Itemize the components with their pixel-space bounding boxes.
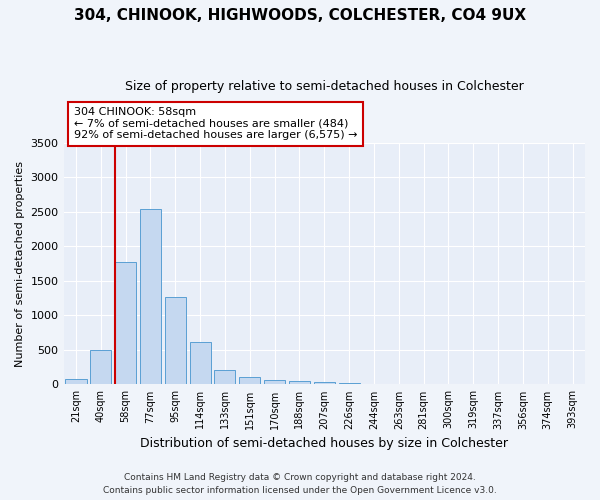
Text: 304 CHINOOK: 58sqm
← 7% of semi-detached houses are smaller (484)
92% of semi-de: 304 CHINOOK: 58sqm ← 7% of semi-detached… xyxy=(74,107,358,140)
Title: Size of property relative to semi-detached houses in Colchester: Size of property relative to semi-detach… xyxy=(125,80,524,93)
Bar xyxy=(115,262,136,384)
Bar xyxy=(289,380,310,384)
Y-axis label: Number of semi-detached properties: Number of semi-detached properties xyxy=(15,160,25,366)
X-axis label: Distribution of semi-detached houses by size in Colchester: Distribution of semi-detached houses by … xyxy=(140,437,508,450)
Bar xyxy=(214,370,235,384)
Text: 304, CHINOOK, HIGHWOODS, COLCHESTER, CO4 9UX: 304, CHINOOK, HIGHWOODS, COLCHESTER, CO4… xyxy=(74,8,526,22)
Bar xyxy=(90,350,112,384)
Bar xyxy=(239,377,260,384)
Bar xyxy=(65,380,86,384)
Bar xyxy=(264,380,285,384)
Bar xyxy=(140,209,161,384)
Text: Contains HM Land Registry data © Crown copyright and database right 2024.
Contai: Contains HM Land Registry data © Crown c… xyxy=(103,474,497,495)
Bar xyxy=(190,342,211,384)
Bar xyxy=(165,298,186,384)
Bar xyxy=(314,382,335,384)
Bar xyxy=(338,383,359,384)
